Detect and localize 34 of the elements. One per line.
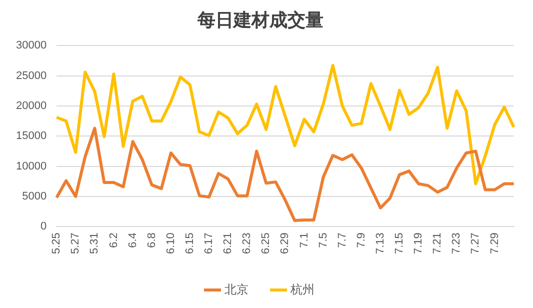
x-tick-label: 7.7 bbox=[336, 232, 348, 248]
x-tick-label: 6.23 bbox=[241, 232, 254, 254]
y-tick-label: 0 bbox=[40, 220, 47, 233]
x-tick-label: 6.8 bbox=[146, 232, 158, 248]
x-tick-label: 6.15 bbox=[184, 232, 196, 254]
x-tick-label: 7.19 bbox=[412, 232, 425, 254]
x-tick-label: 6.29 bbox=[279, 232, 292, 254]
y-tick-label: 10000 bbox=[16, 160, 47, 172]
x-tick-label: 7.21 bbox=[432, 232, 444, 254]
chart-title: 每日建材成交量 bbox=[196, 10, 324, 30]
x-tick-label: 7.5 bbox=[317, 232, 330, 248]
x-tick-label: 7.29 bbox=[488, 232, 501, 254]
y-tick-label: 20000 bbox=[16, 100, 47, 112]
y-tick-label: 15000 bbox=[16, 130, 47, 142]
x-tick-label: 6.25 bbox=[260, 232, 272, 254]
x-tick-label: 6.10 bbox=[164, 232, 177, 254]
y-tick-label: 30000 bbox=[16, 40, 47, 52]
x-tick-label: 7.27 bbox=[470, 232, 482, 254]
x-tick-label: 5.27 bbox=[70, 232, 82, 254]
x-tick-label: 7.15 bbox=[394, 232, 406, 254]
x-tick-label: 7.13 bbox=[374, 232, 386, 254]
x-tick-label: 7.23 bbox=[450, 232, 463, 254]
x-tick-label: 5.31 bbox=[88, 232, 101, 254]
y-tick-label: 25000 bbox=[16, 70, 47, 82]
legend-label: 北京 bbox=[224, 282, 248, 296]
x-tick-label: 6.2 bbox=[108, 232, 120, 248]
x-tick-label: 6.21 bbox=[222, 232, 234, 254]
x-tick-label: 7.9 bbox=[355, 232, 368, 248]
y-tick-label: 5000 bbox=[22, 190, 47, 202]
x-tick-label: 6.17 bbox=[203, 232, 216, 254]
x-tick-label: 7.1 bbox=[298, 232, 310, 248]
legend-label: 杭州 bbox=[290, 282, 314, 296]
x-tick-label: 5.25 bbox=[50, 232, 63, 254]
x-tick-label: 6.4 bbox=[126, 232, 139, 248]
